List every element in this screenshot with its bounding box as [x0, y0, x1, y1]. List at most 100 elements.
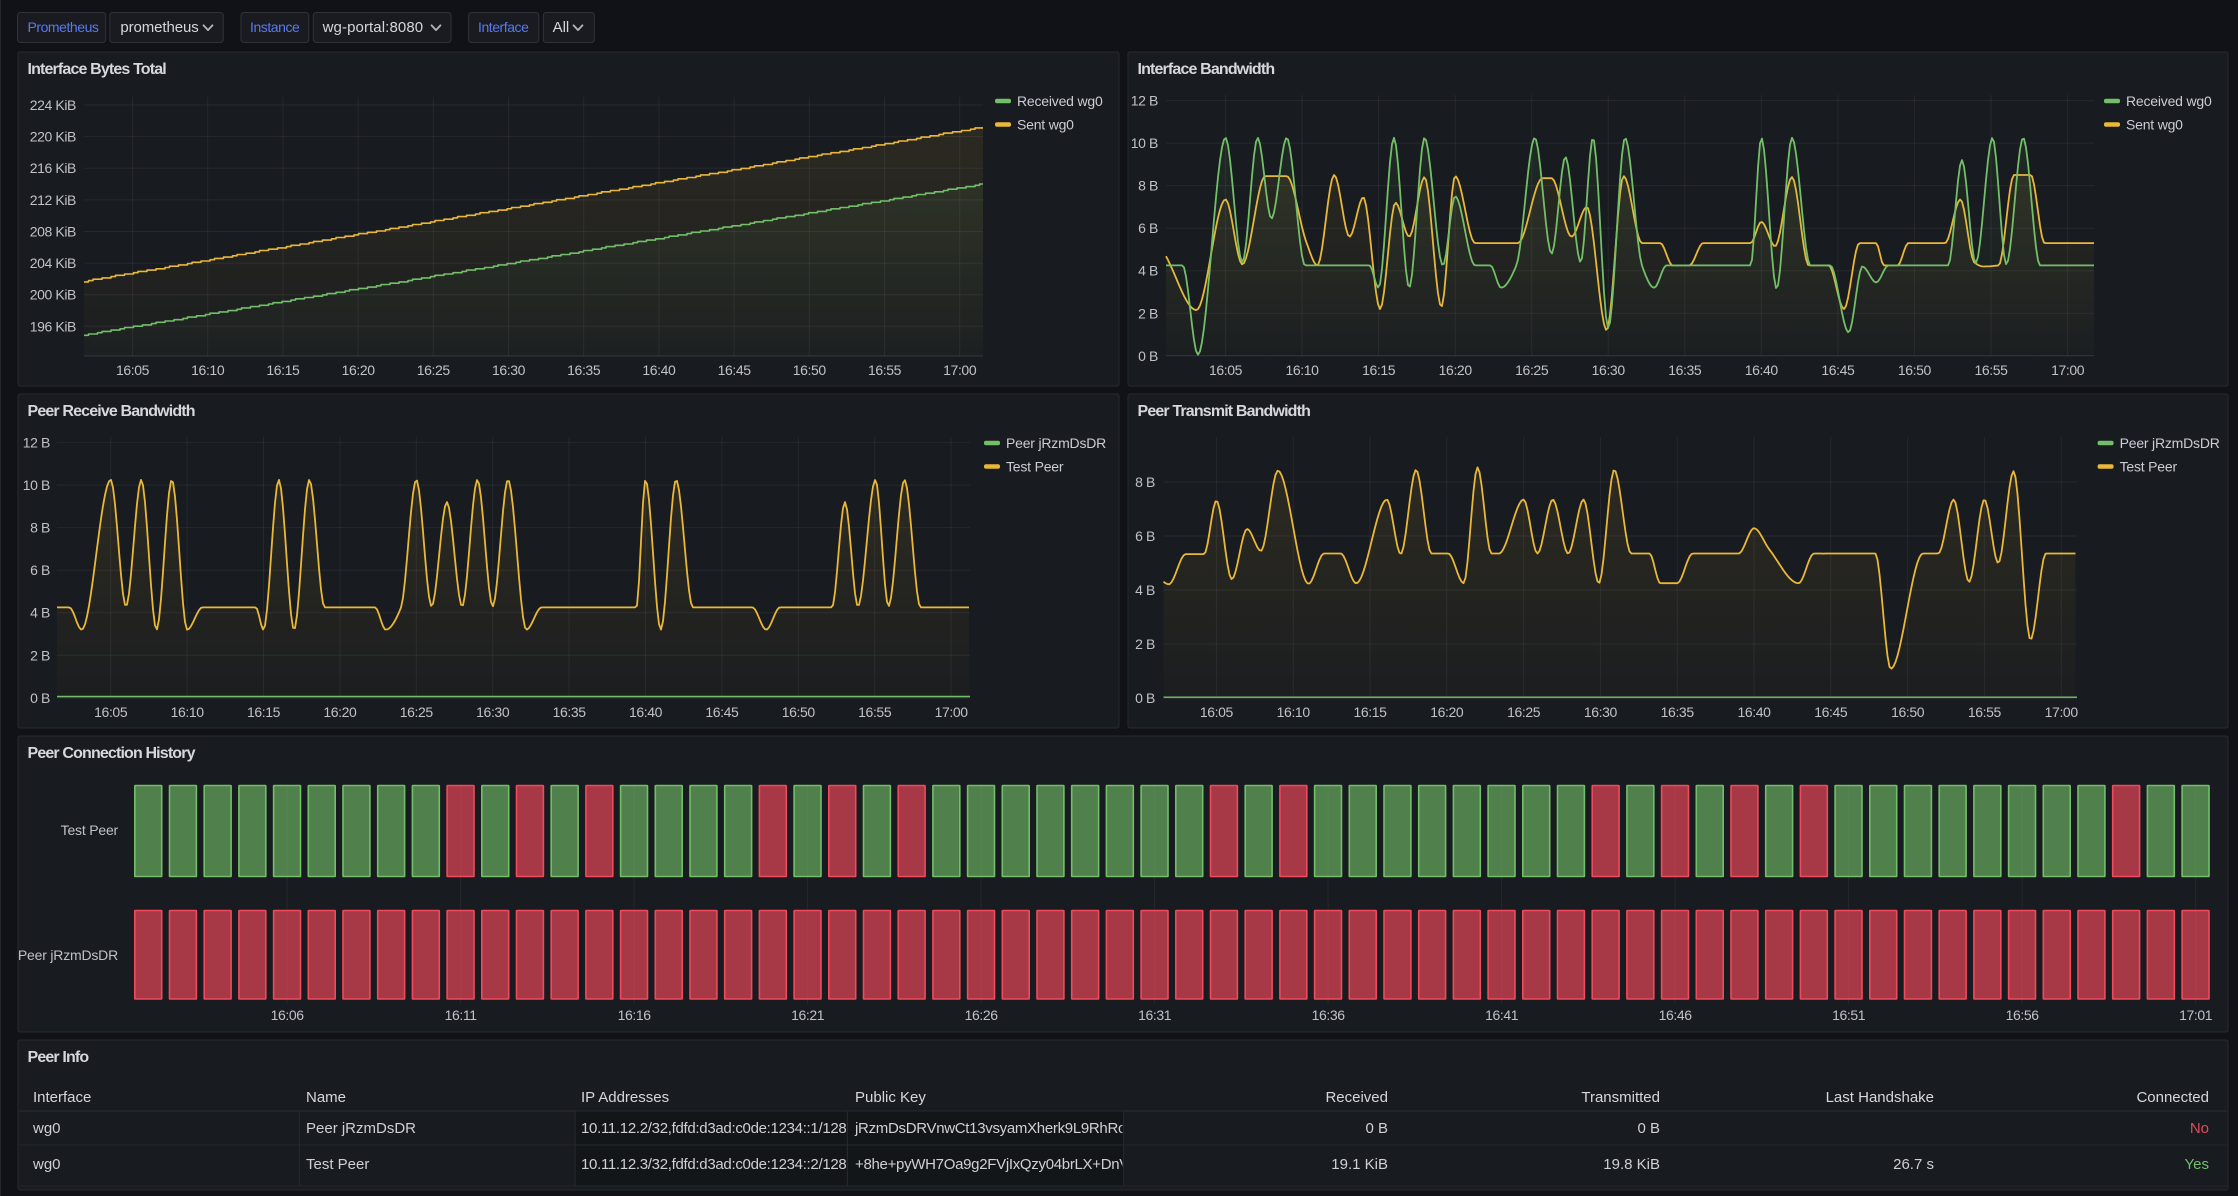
svg-text:+8he+pyWH7Oa9g2FVjIxQzy04brLX+: +8he+pyWH7Oa9g2FVjIxQzy04brLX+DnVhQgWq5W	[855, 1156, 1201, 1173]
svg-text:16:20: 16:20	[1439, 362, 1473, 378]
svg-text:0 B: 0 B	[1135, 690, 1155, 706]
svg-text:220 KiB: 220 KiB	[30, 129, 76, 145]
svg-text:17:00: 17:00	[935, 704, 969, 720]
svg-text:All: All	[553, 19, 570, 36]
svg-text:17:00: 17:00	[2051, 362, 2085, 378]
svg-text:16:50: 16:50	[1891, 704, 1925, 720]
svg-text:16:51: 16:51	[1832, 1007, 1866, 1023]
svg-text:Interface Bytes Total: Interface Bytes Total	[28, 61, 167, 78]
svg-text:16:26: 16:26	[965, 1007, 999, 1023]
svg-text:2 B: 2 B	[30, 647, 50, 663]
svg-text:4 B: 4 B	[1138, 263, 1158, 279]
svg-text:16:46: 16:46	[1659, 1007, 1693, 1023]
svg-text:0 B: 0 B	[30, 690, 50, 706]
svg-text:16:50: 16:50	[793, 362, 827, 378]
svg-text:wg0: wg0	[32, 1156, 61, 1173]
svg-text:2 B: 2 B	[1138, 305, 1158, 321]
svg-text:4 B: 4 B	[1135, 582, 1155, 598]
svg-text:16:50: 16:50	[1898, 362, 1932, 378]
svg-text:16:11: 16:11	[445, 1007, 478, 1023]
svg-text:216 KiB: 216 KiB	[30, 160, 76, 176]
svg-text:26.7 s: 26.7 s	[1893, 1156, 1934, 1173]
svg-text:16:55: 16:55	[1974, 362, 2008, 378]
svg-text:19.8 KiB: 19.8 KiB	[1603, 1156, 1660, 1173]
svg-text:16:05: 16:05	[94, 704, 128, 720]
svg-text:6 B: 6 B	[1138, 220, 1158, 236]
svg-text:IP Addresses: IP Addresses	[581, 1089, 669, 1106]
svg-text:wg0: wg0	[32, 1120, 61, 1137]
svg-text:204 KiB: 204 KiB	[30, 255, 76, 271]
svg-text:16:50: 16:50	[782, 704, 816, 720]
svg-text:8 B: 8 B	[1135, 474, 1155, 490]
svg-text:16:40: 16:40	[642, 362, 676, 378]
svg-text:16:25: 16:25	[417, 362, 451, 378]
svg-text:Transmitted: Transmitted	[1581, 1089, 1660, 1106]
svg-text:16:35: 16:35	[567, 362, 601, 378]
svg-text:0 B: 0 B	[1138, 348, 1158, 364]
svg-text:Instance: Instance	[250, 19, 300, 35]
svg-text:16:16: 16:16	[618, 1007, 652, 1023]
svg-text:Sent wg0: Sent wg0	[2126, 117, 2183, 133]
svg-text:208 KiB: 208 KiB	[30, 224, 76, 240]
svg-text:16:05: 16:05	[1200, 704, 1234, 720]
svg-text:16:21: 16:21	[791, 1007, 825, 1023]
svg-text:212 KiB: 212 KiB	[30, 192, 76, 208]
svg-text:16:45: 16:45	[1814, 704, 1848, 720]
svg-text:0 B: 0 B	[1365, 1120, 1388, 1137]
svg-text:16:10: 16:10	[191, 362, 225, 378]
svg-text:16:40: 16:40	[1737, 704, 1771, 720]
svg-text:Last Handshake: Last Handshake	[1826, 1089, 1934, 1106]
svg-text:jRzmDsDRVnwCt13vsyamXherk9L9Rh: jRzmDsDRVnwCt13vsyamXherk9L9RhRcQGWbW0vQ	[854, 1120, 1210, 1137]
svg-text:8 B: 8 B	[1138, 178, 1158, 194]
svg-text:16:41: 16:41	[1485, 1007, 1519, 1023]
svg-text:196 KiB: 196 KiB	[30, 318, 76, 334]
svg-text:2 B: 2 B	[1135, 636, 1155, 652]
svg-text:6 B: 6 B	[30, 562, 50, 578]
svg-text:Peer Connection History: Peer Connection History	[28, 745, 196, 762]
svg-text:10 B: 10 B	[23, 477, 50, 493]
svg-text:Peer jRzmDsDR: Peer jRzmDsDR	[18, 947, 118, 963]
svg-text:10 B: 10 B	[1131, 135, 1158, 151]
svg-text:16:05: 16:05	[1209, 362, 1243, 378]
svg-text:8 B: 8 B	[30, 520, 50, 536]
svg-text:10.11.12.3/32,fdfd:d3ad:c0de:1: 10.11.12.3/32,fdfd:d3ad:c0de:1234::2/128	[581, 1156, 846, 1173]
svg-text:Interface: Interface	[478, 19, 529, 35]
svg-text:Received wg0: Received wg0	[1017, 93, 1103, 109]
svg-text:16:40: 16:40	[629, 704, 663, 720]
svg-text:16:30: 16:30	[492, 362, 526, 378]
svg-text:16:30: 16:30	[1584, 704, 1618, 720]
svg-text:16:35: 16:35	[1661, 704, 1695, 720]
svg-text:Peer Info: Peer Info	[28, 1049, 90, 1066]
svg-text:wg-portal:8080: wg-portal:8080	[322, 19, 424, 36]
svg-text:Prometheus: Prometheus	[28, 19, 99, 35]
svg-text:Interface Bandwidth: Interface Bandwidth	[1138, 61, 1275, 78]
svg-text:16:20: 16:20	[323, 704, 357, 720]
svg-text:Received: Received	[1325, 1089, 1388, 1106]
svg-text:12 B: 12 B	[1131, 93, 1158, 109]
svg-text:16:25: 16:25	[1507, 704, 1541, 720]
svg-text:Test Peer: Test Peer	[61, 822, 119, 838]
svg-text:Sent wg0: Sent wg0	[1017, 117, 1074, 133]
svg-text:16:45: 16:45	[705, 704, 739, 720]
svg-text:16:35: 16:35	[1668, 362, 1702, 378]
svg-text:4 B: 4 B	[30, 605, 50, 621]
svg-text:Peer jRzmDsDR: Peer jRzmDsDR	[1006, 435, 1106, 451]
svg-text:16:31: 16:31	[1138, 1007, 1172, 1023]
svg-text:Public Key: Public Key	[855, 1089, 926, 1106]
svg-text:16:10: 16:10	[1277, 704, 1311, 720]
svg-text:16:05: 16:05	[116, 362, 150, 378]
svg-text:No: No	[2190, 1120, 2209, 1137]
svg-text:Peer Receive Bandwidth: Peer Receive Bandwidth	[28, 403, 195, 420]
svg-text:16:55: 16:55	[858, 704, 892, 720]
svg-text:Peer Transmit Bandwidth: Peer Transmit Bandwidth	[1138, 403, 1311, 420]
svg-text:Name: Name	[306, 1089, 346, 1106]
svg-text:Yes: Yes	[2185, 1156, 2209, 1173]
svg-text:19.1 KiB: 19.1 KiB	[1331, 1156, 1388, 1173]
svg-text:16:55: 16:55	[868, 362, 902, 378]
svg-text:16:15: 16:15	[247, 704, 281, 720]
svg-text:16:36: 16:36	[1312, 1007, 1346, 1023]
svg-text:6 B: 6 B	[1135, 528, 1155, 544]
svg-text:Interface: Interface	[33, 1089, 91, 1106]
svg-text:16:20: 16:20	[1430, 704, 1464, 720]
svg-text:Test Peer: Test Peer	[2120, 459, 2178, 475]
